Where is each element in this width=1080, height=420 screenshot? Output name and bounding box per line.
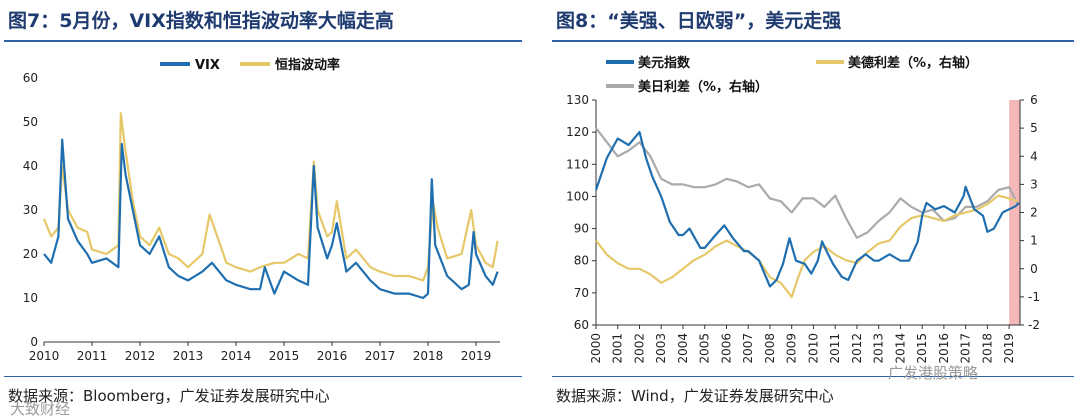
y-tick-label: 60 <box>23 71 38 85</box>
x-tick-label: 2012 <box>125 349 156 363</box>
source-note: 数据来源：Bloomberg，广发证券发展研究中心 <box>8 387 330 405</box>
x-tick-label: 2009 <box>785 333 799 364</box>
x-tick-label: 2010 <box>806 333 820 364</box>
x-tick-label: 2006 <box>719 333 733 364</box>
x-tick-label: 2019 <box>1002 333 1016 364</box>
y-tick-label: 40 <box>23 159 38 173</box>
title-rule <box>552 40 1074 42</box>
legend-label-vix: VIX <box>195 58 220 73</box>
x-tick-label: 2018 <box>413 349 444 363</box>
source-note: 数据来源：Wind，广发证券发展研究中心 <box>556 387 834 405</box>
watermark: 大致财经 <box>10 400 71 418</box>
y2-tick-label: 2 <box>1030 206 1038 220</box>
x-tick-label: 2001 <box>611 333 625 364</box>
series-line-us-jp-spread <box>595 127 1019 239</box>
x-tick-label: 2010 <box>29 349 60 363</box>
y-tick-label: 10 <box>23 291 38 305</box>
legend-label-dollar-index: 美元指数 <box>638 55 691 71</box>
y2-tick-label: 4 <box>1030 149 1038 163</box>
y-tick-label: 30 <box>23 203 38 217</box>
x-tick-label: 2007 <box>741 333 755 364</box>
y-tick-label: 0 <box>30 335 38 349</box>
x-tick-label: 2017 <box>959 333 973 364</box>
x-tick-label: 2016 <box>937 333 951 364</box>
chart-title: 图8：“美强、日欧弱”，美元走强 <box>556 10 842 32</box>
x-tick-label: 2002 <box>632 333 646 364</box>
source-rule <box>552 376 1074 377</box>
x-tick-label: 2015 <box>915 333 929 364</box>
y-tick-label: 120 <box>566 125 589 139</box>
x-tick-label: 2016 <box>317 349 348 363</box>
y-tick-label: 70 <box>574 286 589 300</box>
source-rule <box>4 376 522 377</box>
x-tick-label: 2011 <box>828 333 842 364</box>
y2-tick-label: 6 <box>1030 93 1038 107</box>
vix-chart-svg: 0 10 20 30 40 50 60 2010 2011 2012 2013 2014 2015 201… <box>23 57 500 363</box>
x-tick-label: 2011 <box>77 349 108 363</box>
x-tick-label: 2008 <box>763 333 777 364</box>
y-tick-label: 90 <box>574 222 589 236</box>
y2-tick-label: 3 <box>1030 177 1038 191</box>
x-tick-label: 2005 <box>698 333 712 364</box>
highlight-shade <box>1009 100 1020 325</box>
x-tick-label: 2019 <box>461 349 492 363</box>
x-tick-label: 2014 <box>221 349 252 363</box>
legend-label-hsi: 恒指波动率 <box>275 57 340 73</box>
y-tick-label: 20 <box>23 247 38 261</box>
y2-tick-label: -2 <box>1028 318 1040 332</box>
x-tick-label: 2014 <box>893 333 907 364</box>
x-tick-label: 2004 <box>676 333 690 364</box>
x-tick-label: 2012 <box>850 333 864 364</box>
x-tick-label: 2013 <box>872 333 886 364</box>
legend-label-us-jp-spread: 美日利差（%，右轴） <box>638 79 768 95</box>
y2-tick-label: 1 <box>1030 234 1038 248</box>
x-tick-label: 2018 <box>980 333 994 364</box>
series-line-dollar-index <box>594 131 1020 288</box>
watermark: 广发港股策略 <box>888 364 979 382</box>
y-tick-label: 80 <box>574 254 589 268</box>
x-tick-label: 2013 <box>173 349 204 363</box>
x-tick-label: 2017 <box>365 349 396 363</box>
y2-tick-label: -1 <box>1028 290 1040 304</box>
series-line-us-de-spread <box>595 194 1019 298</box>
title-rule <box>4 40 522 42</box>
y-tick-label: 60 <box>574 318 589 332</box>
x-tick-label: 2015 <box>269 349 300 363</box>
y-tick-label: 100 <box>566 189 589 203</box>
y2-tick-label: 5 <box>1030 121 1038 135</box>
y-tick-label: 50 <box>23 115 38 129</box>
chart-title: 图7：5月份，VIX指数和恒指波动率大幅走高 <box>8 10 394 32</box>
right-chart-panel: 图8：“美强、日欧弱”，美元走强 60 70 80 90 100 110 120 130 -2-… <box>548 0 1080 420</box>
x-tick-label: 2003 <box>654 333 668 364</box>
series-line-vix <box>43 138 499 300</box>
legend-label-us-de-spread: 美德利差（%，右轴） <box>848 55 978 71</box>
left-chart-panel: 图7：5月份，VIX指数和恒指波动率大幅走高 0 10 20 30 40 50 60 2010… <box>0 0 528 420</box>
y-tick-label: 110 <box>566 157 589 171</box>
y2-tick-label: 0 <box>1030 262 1038 276</box>
y-tick-label: 130 <box>566 93 589 107</box>
dollar-index-chart-svg: 60 70 80 90 100 110 120 130 -2 -1 0 1 2 3 4 5 6 2000 2001 2… <box>566 55 1040 364</box>
x-tick-label: 2000 <box>589 333 603 364</box>
